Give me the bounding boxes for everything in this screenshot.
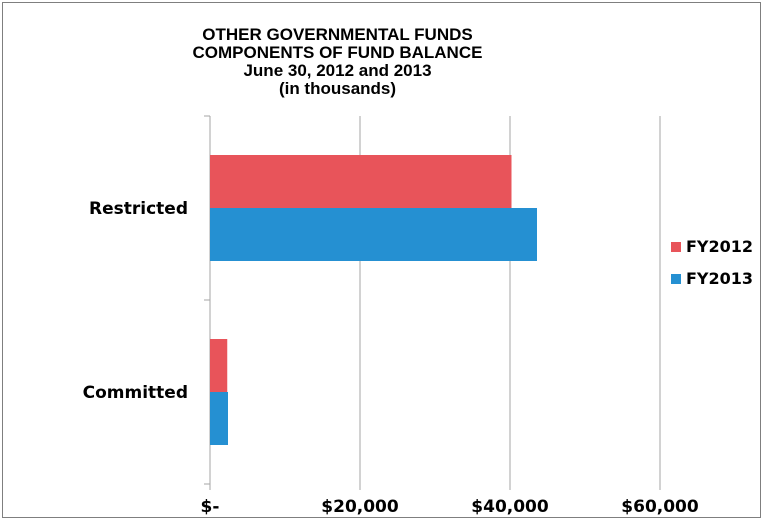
x-tick-label: $60,000	[621, 497, 699, 517]
x-tick-label: $-	[201, 497, 220, 517]
chart-title-line: (in thousands)	[278, 79, 397, 98]
bar-fy2013-committed	[210, 392, 228, 445]
chart-title-line: June 30, 2012 and 2013	[243, 61, 432, 80]
chart-title: OTHER GOVERNMENTAL FUNDS COMPONENTS OF F…	[0, 26, 675, 98]
chart-title-line: COMPONENTS OF FUND BALANCE	[192, 43, 483, 62]
category-label: Committed	[83, 383, 188, 403]
legend-swatch	[671, 242, 681, 252]
category-label: Restricted	[89, 199, 188, 219]
legend-label: FY2013	[686, 269, 753, 288]
x-tick-label: $20,000	[321, 497, 399, 517]
chart-title-line: OTHER GOVERNMENTAL FUNDS	[202, 25, 473, 44]
bar-fy2012-restricted	[210, 155, 512, 208]
bar-fy2013-restricted	[210, 208, 537, 261]
bar-fy2012-committed	[210, 339, 228, 392]
legend-label: FY2012	[686, 237, 753, 256]
x-tick-label: $40,000	[471, 497, 549, 517]
legend-swatch	[671, 274, 681, 284]
